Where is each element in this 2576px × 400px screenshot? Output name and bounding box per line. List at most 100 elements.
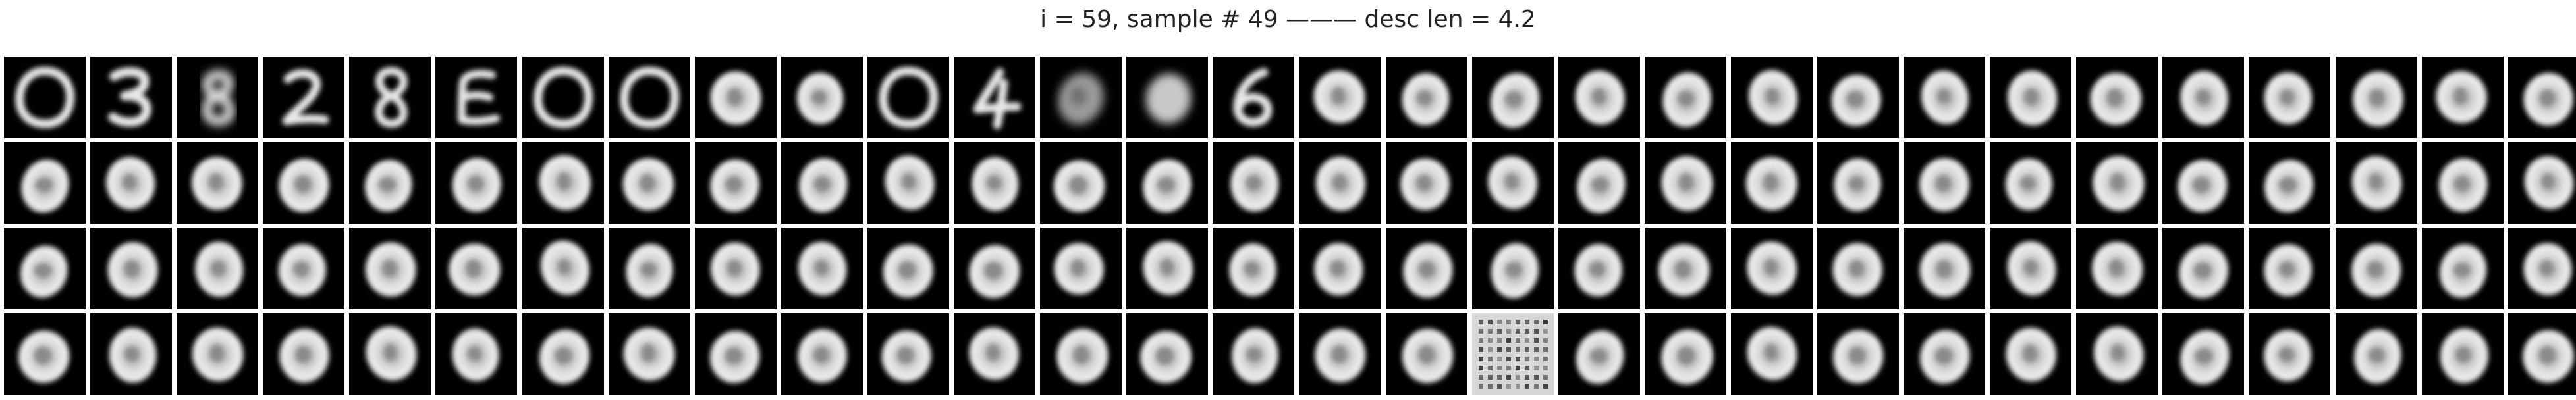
sample-image	[620, 66, 679, 128]
sample-tile	[867, 313, 949, 395]
sample-image	[2353, 329, 2401, 384]
sample-tile	[90, 57, 173, 138]
sample-tile	[867, 228, 949, 309]
sample-tile	[781, 142, 863, 224]
sample-image	[540, 240, 589, 295]
sample-tile	[1299, 228, 1381, 309]
sample-tile	[1213, 142, 1295, 224]
sample-image	[1661, 156, 1713, 211]
sample-image	[106, 157, 155, 210]
sample-image	[2264, 244, 2313, 297]
sample-tile	[90, 228, 173, 309]
sample-image	[1832, 243, 1882, 296]
sample-tile	[522, 228, 604, 309]
sample-image	[972, 157, 1019, 211]
sample-tile	[1817, 57, 1899, 138]
sample-tile	[1040, 313, 1122, 395]
sample-tile	[2335, 228, 2417, 309]
sample-image	[2179, 245, 2229, 299]
sample-image	[2006, 158, 2052, 211]
sample-tile	[1817, 228, 1899, 309]
sample-image	[192, 327, 244, 382]
sample-image	[969, 245, 1020, 299]
sample-image	[969, 327, 1019, 380]
sample-tile	[2507, 228, 2576, 309]
sample-image	[1054, 243, 1104, 295]
sample-image	[366, 326, 417, 381]
sample-image	[1403, 243, 1452, 298]
sample-tile	[954, 142, 1036, 224]
figure-title: i = 59, sample # 49 ——— desc len = 4.2	[1040, 6, 1536, 33]
sample-image	[1919, 243, 1971, 297]
sample-tile	[435, 57, 518, 138]
sample-tile	[2249, 228, 2331, 309]
sample-tile	[867, 57, 949, 138]
sample-tile	[2335, 313, 2417, 395]
sample-tile	[2335, 57, 2417, 138]
sample-tile	[90, 142, 173, 224]
sample-tile	[435, 313, 518, 395]
sample-image	[202, 70, 235, 126]
sample-image	[282, 69, 329, 126]
sample-tile	[781, 313, 863, 395]
sample-tile	[263, 313, 345, 395]
sample-image	[2438, 158, 2488, 212]
sample-image	[2524, 156, 2573, 209]
sample-tile	[1471, 142, 1554, 224]
sample-image	[279, 159, 329, 213]
sample-tile	[1040, 57, 1122, 138]
sample-image	[18, 330, 70, 383]
sample-image	[1229, 243, 1276, 297]
sample-image	[1662, 72, 1711, 128]
sample-image	[2523, 72, 2573, 126]
sample-image	[1143, 159, 1192, 213]
sample-tile	[608, 142, 690, 224]
sample-image	[108, 67, 151, 127]
sample-image	[798, 241, 847, 296]
sample-image	[1574, 243, 1622, 297]
sample-image	[1146, 74, 1192, 124]
sample-tile	[4, 57, 86, 138]
sample-image	[626, 243, 673, 297]
sample-tile	[2162, 142, 2245, 224]
sample-image	[2008, 241, 2056, 296]
sample-image	[1491, 243, 1539, 299]
sample-image	[365, 160, 412, 212]
sample-tile	[2249, 313, 2331, 395]
sample-tile	[2421, 228, 2504, 309]
sample-image	[1831, 74, 1881, 126]
sample-image	[1230, 157, 1279, 212]
sample-image	[375, 67, 408, 128]
sample-image	[1490, 73, 1539, 128]
sample-tile	[435, 228, 518, 309]
sample-image	[1314, 70, 1365, 124]
sample-tile	[1471, 313, 1554, 395]
sample-image	[1747, 241, 1797, 295]
sample-tile	[1730, 313, 1813, 395]
sample-image	[1658, 244, 1710, 296]
sample-image	[1056, 328, 1109, 384]
sample-image	[1575, 70, 1625, 125]
sample-tile	[1730, 228, 1813, 309]
sample-tile	[2421, 313, 2504, 395]
sample-tile	[177, 142, 259, 224]
sample-image	[883, 244, 933, 298]
sample-tile	[694, 313, 777, 395]
sample-image	[1576, 158, 1626, 213]
sample-image	[1314, 243, 1363, 295]
sample-image	[539, 330, 589, 384]
sample-tile	[2507, 142, 2576, 224]
sample-tile	[1213, 57, 1295, 138]
sample-image	[1140, 331, 1192, 384]
sample-image	[796, 72, 844, 124]
sample-image	[1834, 158, 1881, 211]
sample-tile	[349, 57, 431, 138]
sample-tile	[177, 228, 259, 309]
sample-tile	[781, 57, 863, 138]
sample-grid	[4, 57, 2576, 396]
sample-image	[1921, 70, 1969, 124]
sample-image	[107, 242, 158, 298]
sample-tile	[522, 142, 604, 224]
sample-image	[1233, 68, 1273, 127]
sample-image	[2436, 71, 2487, 124]
